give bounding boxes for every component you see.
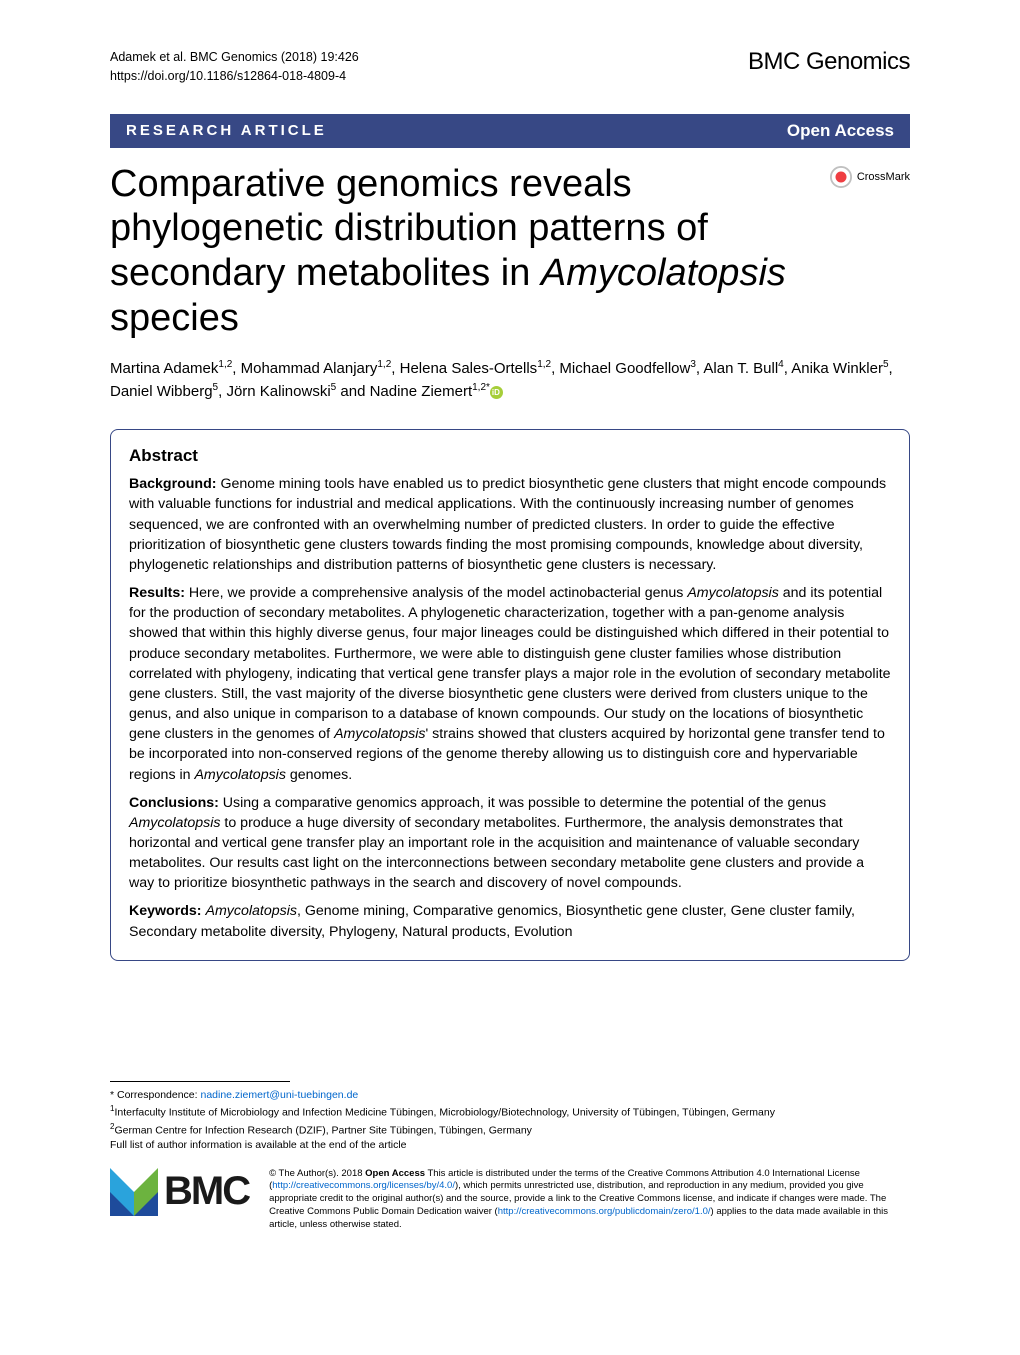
journal-brand: BMC Genomics (748, 48, 910, 76)
conclusions-label: Conclusions: (129, 795, 219, 811)
open-access-label: Open Access (787, 121, 894, 141)
background-label: Background: (129, 476, 217, 492)
full-list-note: Full list of author information is avail… (110, 1138, 910, 1153)
header-citation-block: Adamek et al. BMC Genomics (2018) 19:426… (110, 48, 359, 86)
correspondence: * Correspondence: nadine.ziemert@uni-tue… (110, 1088, 910, 1103)
article-title: Comparative genomics reveals phylogeneti… (110, 162, 814, 341)
bmc-logo: BMC (110, 1168, 249, 1216)
crossmark-badge[interactable]: CrossMark (830, 166, 910, 188)
abstract-conclusions: Conclusions: Using a comparative genomic… (129, 793, 891, 894)
bmc-logo-text: BMC (164, 1169, 249, 1214)
article-type-bar: RESEARCH ARTICLE Open Access (110, 114, 910, 148)
correspondence-label: * Correspondence: (110, 1089, 200, 1101)
header-top: Adamek et al. BMC Genomics (2018) 19:426… (110, 48, 910, 86)
license-bold: Open Access (365, 1168, 425, 1179)
abstract-box: Abstract Background: Genome mining tools… (110, 429, 910, 960)
article-type: RESEARCH ARTICLE (126, 122, 327, 139)
crossmark-icon (830, 166, 852, 188)
background-text: Genome mining tools have enabled us to p… (129, 476, 886, 573)
crossmark-label: CrossMark (857, 171, 910, 183)
orcid-icon[interactable] (490, 386, 503, 399)
license-link-2[interactable]: http://creativecommons.org/publicdomain/… (498, 1206, 711, 1217)
license-prefix: © The Author(s). 2018 (269, 1168, 365, 1179)
abstract-results: Results: Here, we provide a comprehensiv… (129, 583, 891, 785)
affiliations: 1Interfaculty Institute of Microbiology … (110, 1103, 910, 1138)
license-text: © The Author(s). 2018 Open Access This a… (269, 1168, 910, 1232)
license-link-1[interactable]: http://creativecommons.org/licenses/by/4… (272, 1180, 455, 1191)
citation: Adamek et al. BMC Genomics (2018) 19:426 (110, 48, 359, 67)
results-label: Results: (129, 585, 185, 601)
abstract-keywords: Keywords: Amycolatopsis, Genome mining, … (129, 901, 891, 941)
bmc-logo-icon (110, 1168, 158, 1216)
affiliation-2: German Centre for Infection Research (DZ… (114, 1124, 531, 1136)
affiliation-1: Interfaculty Institute of Microbiology a… (114, 1106, 775, 1118)
keywords-label: Keywords: (129, 903, 202, 919)
doi: https://doi.org/10.1186/s12864-018-4809-… (110, 67, 359, 86)
footer-divider (110, 1081, 290, 1082)
correspondence-email[interactable]: nadine.ziemert@uni-tuebingen.de (200, 1089, 358, 1101)
authors-list: Martina Adamek1,2, Mohammad Alanjary1,2,… (110, 357, 910, 404)
license-row: BMC © The Author(s). 2018 Open Access Th… (110, 1168, 910, 1232)
abstract-background: Background: Genome mining tools have ena… (129, 474, 891, 575)
abstract-heading: Abstract (129, 446, 891, 466)
